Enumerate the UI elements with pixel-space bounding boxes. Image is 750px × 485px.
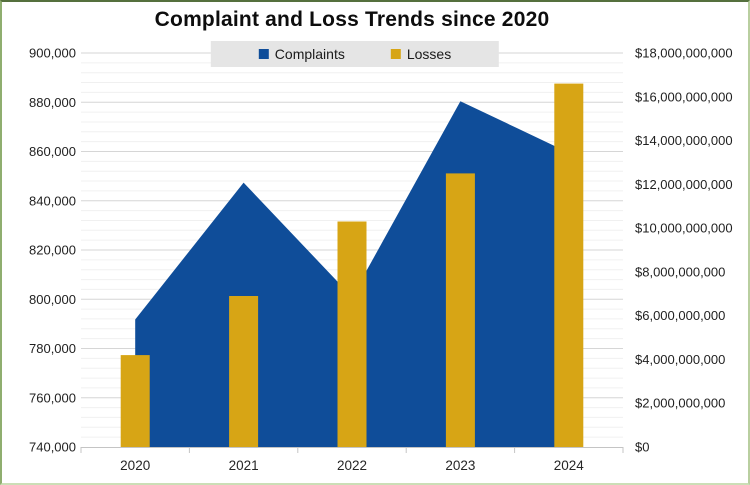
chart-legend: Complaints Losses xyxy=(210,41,500,67)
y-axis-left-label: 840,000 xyxy=(29,193,76,208)
y-axis-right-label: $2,000,000,000 xyxy=(635,396,725,411)
y-axis-right-label: $8,000,000,000 xyxy=(635,264,725,279)
y-axis-right-label: $18,000,000,000 xyxy=(635,46,733,61)
bar-losses-2022 xyxy=(337,221,367,447)
x-axis-label: 2021 xyxy=(229,458,259,473)
y-axis-right-label: $6,000,000,000 xyxy=(635,308,725,323)
x-axis-label: 2020 xyxy=(120,458,150,473)
y-axis-right-label: $14,000,000,000 xyxy=(635,133,733,148)
y-axis-left-label: 900,000 xyxy=(29,46,76,61)
chart-title: Complaint and Loss Trends since 2020 xyxy=(154,8,550,31)
y-axis-right-label: $10,000,000,000 xyxy=(635,221,733,236)
y-axis-left-label: 820,000 xyxy=(29,243,76,258)
legend-swatch-losses xyxy=(390,49,401,59)
bar-losses-2020 xyxy=(120,355,150,447)
legend-swatch-complaints xyxy=(258,49,269,59)
x-axis-label: 2023 xyxy=(445,458,475,473)
x-axis-label: 2022 xyxy=(337,458,367,473)
legend-label-losses: Losses xyxy=(406,46,452,62)
y-axis-left-label: 800,000 xyxy=(29,292,76,307)
bar-losses-2021 xyxy=(229,296,259,447)
y-axis-left-label: 880,000 xyxy=(29,95,76,110)
y-axis-left-label: 860,000 xyxy=(29,144,76,159)
y-axis-left-label: 740,000 xyxy=(29,440,76,455)
legend-label-complaints: Complaints xyxy=(274,46,345,62)
bar-losses-2024 xyxy=(554,83,584,447)
y-axis-left-label: 760,000 xyxy=(29,390,76,405)
y-axis-right-label: $12,000,000,000 xyxy=(635,177,733,192)
y-axis-left-label: 780,000 xyxy=(29,341,76,356)
y-axis-right-label: $16,000,000,000 xyxy=(635,89,733,104)
bar-losses-2023 xyxy=(445,173,475,447)
legend-item-losses: Losses xyxy=(390,46,452,62)
y-axis-right-label: $0 xyxy=(635,440,649,455)
x-axis-label: 2024 xyxy=(554,458,585,473)
legend-item-complaints: Complaints xyxy=(258,46,345,62)
y-axis-right-label: $4,000,000,000 xyxy=(635,352,725,367)
